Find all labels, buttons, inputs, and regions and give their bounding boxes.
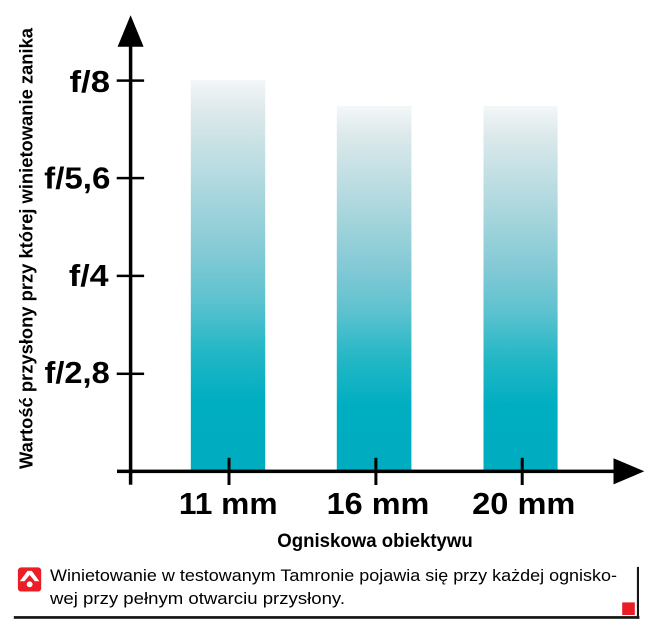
svg-text:f/4: f/4 <box>69 258 110 293</box>
svg-text:f/2,8: f/2,8 <box>45 355 110 390</box>
svg-text:f/5,6: f/5,6 <box>44 160 110 195</box>
svg-text:Winietowanie w testowanym Tamr: Winietowanie w testowanym Tamronie pojaw… <box>50 566 617 585</box>
svg-text:Wartość przysłony przy której: Wartość przysłony przy której winietowan… <box>16 27 37 469</box>
svg-text:wej przy pełnym otwarciu przys: wej przy pełnym otwarciu przysłony. <box>49 589 345 608</box>
svg-text:f/8: f/8 <box>70 64 111 99</box>
svg-text:16 mm: 16 mm <box>327 486 430 521</box>
svg-text:Ogniskowa obiektywu: Ogniskowa obiektywu <box>277 531 473 552</box>
svg-text:20 mm: 20 mm <box>472 486 575 521</box>
svg-text:11 mm: 11 mm <box>179 486 278 521</box>
